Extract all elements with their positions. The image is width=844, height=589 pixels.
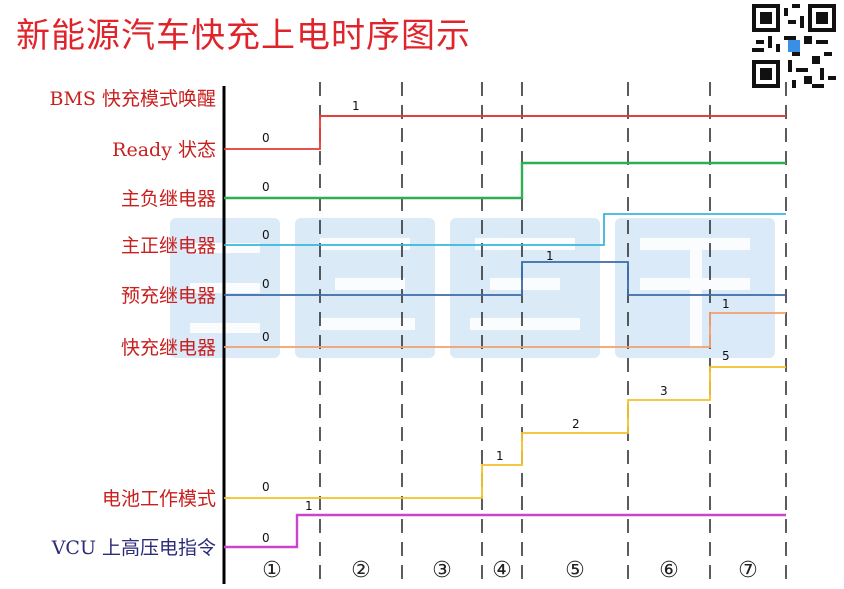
signal-line-main-pos: [224, 213, 786, 246]
battery-mode-step-3: 3: [660, 384, 668, 398]
phase-label-2: ②: [351, 558, 371, 583]
signal-line-precharge: [224, 261, 786, 296]
signal-low-value-precharge: 0: [262, 277, 270, 291]
signal-label-5: 预充继电器: [120, 285, 216, 307]
signal-low-value-fast-relay: 0: [262, 330, 270, 344]
signal-label-2: Ready 状态: [112, 139, 216, 161]
phase-label-1: ①: [262, 558, 282, 583]
phase-label-3: ③: [432, 558, 452, 583]
signal-high-value-vcu-hv: 1: [305, 499, 313, 513]
signal-low-value-main-neg: 0: [262, 180, 270, 194]
signal-line-vcu-hv: [224, 513, 786, 549]
signal-high-value-ready: 1: [352, 99, 360, 113]
phase-label-6: ⑥: [659, 558, 679, 583]
phase-label-7: ⑦: [738, 558, 758, 583]
signal-line-main-neg: [224, 161, 786, 200]
signal-label-8: VCU 上高压电指令: [51, 537, 216, 559]
phase-label-5: ⑤: [565, 558, 585, 583]
signal-label-7: 电池工作模式: [101, 488, 216, 510]
signal-label-3: 主负继电器: [120, 188, 216, 210]
signal-label-4: 主正继电器: [120, 235, 216, 257]
phase-label-4: ④: [492, 558, 512, 583]
signal-high-value-precharge: 1: [546, 249, 554, 263]
battery-mode-step-4: 5: [722, 349, 730, 363]
page-title: 新能源汽车快充上电时序图示: [16, 16, 471, 56]
signal-label-1: BMS 快充模式唤醒: [49, 88, 216, 110]
qr-code-icon: [752, 4, 836, 88]
signal-line-fast-relay: [224, 312, 786, 348]
signal-low-value-battery-mode: 0: [262, 480, 270, 494]
signal-high-value-fast-relay: 1: [722, 297, 730, 311]
signal-label-6: 快充继电器: [120, 337, 216, 359]
signal-low-value-main-pos: 0: [262, 228, 270, 242]
signal-line-ready: [224, 115, 786, 150]
signal-line-battery-mode: [224, 366, 786, 499]
signal-low-value-ready: 0: [262, 131, 270, 145]
battery-mode-step-1: 1: [496, 449, 504, 463]
signal-low-value-vcu-hv: 0: [262, 531, 270, 545]
battery-mode-step-2: 2: [572, 417, 580, 431]
